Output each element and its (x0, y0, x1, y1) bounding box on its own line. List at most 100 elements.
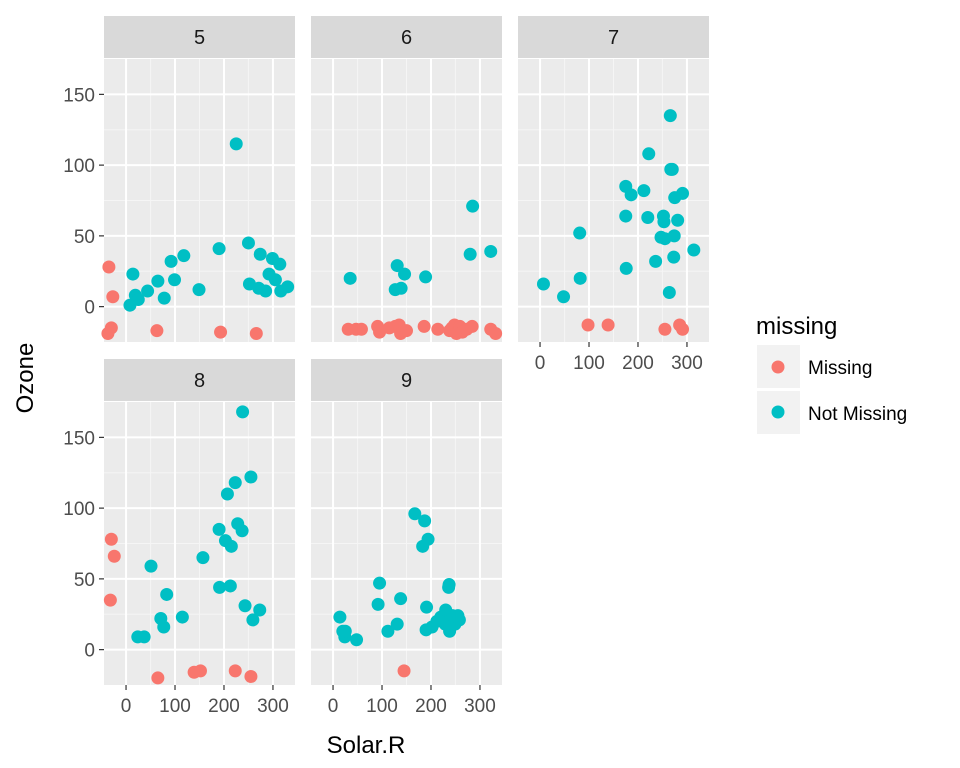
point-not-missing (418, 514, 432, 528)
point-not-missing (253, 247, 267, 261)
point-not-missing (641, 210, 655, 224)
y-axis-title: Ozone (12, 343, 39, 414)
point-missing (417, 319, 431, 333)
point-not-missing (667, 250, 681, 264)
point-missing (400, 324, 413, 338)
point-not-missing (390, 617, 404, 631)
legend-marker-missing (771, 360, 785, 374)
facet-panel-5: 5 (101, 16, 295, 342)
point-not-missing (126, 267, 140, 281)
legend-marker-not-missing (771, 405, 785, 419)
point-not-missing (175, 610, 189, 624)
point-not-missing (619, 261, 633, 275)
y-tick-label: 0 (84, 298, 95, 319)
strip-label-6: 6 (401, 27, 412, 49)
point-not-missing (157, 291, 171, 305)
x-tick-label: 0 (121, 696, 132, 717)
point-not-missing (657, 215, 671, 229)
point-not-missing (373, 576, 387, 590)
point-not-missing (624, 188, 638, 202)
x-tick-label: 100 (366, 696, 398, 717)
legend: missing Missing Not Missing (756, 313, 907, 434)
point-not-missing (452, 613, 466, 627)
point-missing (397, 664, 411, 678)
point-not-missing (168, 273, 182, 287)
point-not-missing (281, 280, 295, 294)
point-missing (244, 670, 258, 684)
x-tick-label: 100 (159, 696, 191, 717)
point-not-missing (246, 613, 260, 627)
point-not-missing (259, 284, 273, 298)
point-not-missing (343, 271, 357, 285)
point-not-missing (573, 226, 587, 240)
point-missing (601, 318, 615, 332)
x-tick-label: 0 (535, 353, 546, 374)
point-missing (104, 532, 118, 546)
point-not-missing (236, 405, 250, 419)
point-missing (581, 318, 595, 332)
facet-panel-6: 6 (311, 16, 503, 342)
point-missing (431, 322, 445, 336)
point-not-missing (224, 539, 238, 553)
y-tick-label: 150 (63, 428, 95, 449)
point-not-missing (394, 281, 408, 295)
y-tick-label: 0 (84, 641, 95, 662)
facet-panels: 5 6 7 8 9 (101, 16, 709, 685)
point-not-missing (408, 507, 422, 521)
point-not-missing (350, 633, 364, 647)
point-missing (249, 327, 263, 341)
point-not-missing (466, 199, 480, 213)
point-not-missing (144, 559, 158, 573)
point-not-missing (131, 293, 145, 307)
point-not-missing (557, 290, 571, 304)
point-missing (106, 290, 120, 304)
point-not-missing (463, 247, 477, 261)
point-missing (214, 325, 228, 339)
point-not-missing (268, 273, 282, 287)
facet-panel-9: 9 (311, 359, 502, 685)
point-not-missing (177, 249, 191, 263)
strip-label-8: 8 (194, 370, 205, 392)
x-tick-label: 200 (415, 696, 447, 717)
point-not-missing (573, 271, 587, 285)
point-not-missing (421, 532, 435, 546)
point-missing (103, 593, 117, 607)
strip-label-7: 7 (608, 27, 619, 49)
point-not-missing (676, 186, 690, 200)
y-tick-label: 50 (74, 227, 95, 248)
point-not-missing (220, 487, 234, 501)
point-missing (151, 671, 165, 685)
point-not-missing (671, 213, 685, 227)
point-not-missing (192, 283, 206, 297)
point-not-missing (253, 603, 267, 617)
x-tick-label: 200 (622, 353, 654, 374)
point-not-missing (390, 259, 404, 273)
strip-8 (104, 359, 295, 401)
point-not-missing (665, 162, 679, 176)
point-not-missing (141, 284, 155, 298)
point-not-missing (228, 476, 242, 490)
point-not-missing (273, 257, 287, 271)
point-not-missing (649, 254, 663, 268)
point-not-missing (229, 137, 243, 151)
point-not-missing (619, 209, 633, 223)
point-missing (354, 322, 368, 336)
point-missing (489, 327, 503, 341)
legend-label-not-missing: Not Missing (808, 404, 907, 425)
point-not-missing (371, 597, 385, 611)
point-missing (193, 664, 207, 678)
y-tick-label: 100 (63, 499, 95, 520)
point-not-missing (157, 620, 171, 634)
axes: 0 50 100 150 0 100 200 300 0 100 200 300 0 50 100 150 0 1… (63, 85, 703, 717)
point-not-missing (642, 147, 656, 161)
point-not-missing (398, 267, 412, 281)
x-tick-label: 300 (671, 353, 703, 374)
strip-label-9: 9 (401, 370, 412, 392)
strip-7 (518, 16, 709, 58)
x-tick-label: 200 (208, 696, 240, 717)
point-missing (658, 322, 672, 336)
point-missing (150, 324, 164, 338)
point-not-missing (212, 522, 226, 536)
point-not-missing (196, 551, 210, 565)
point-not-missing (419, 270, 433, 284)
